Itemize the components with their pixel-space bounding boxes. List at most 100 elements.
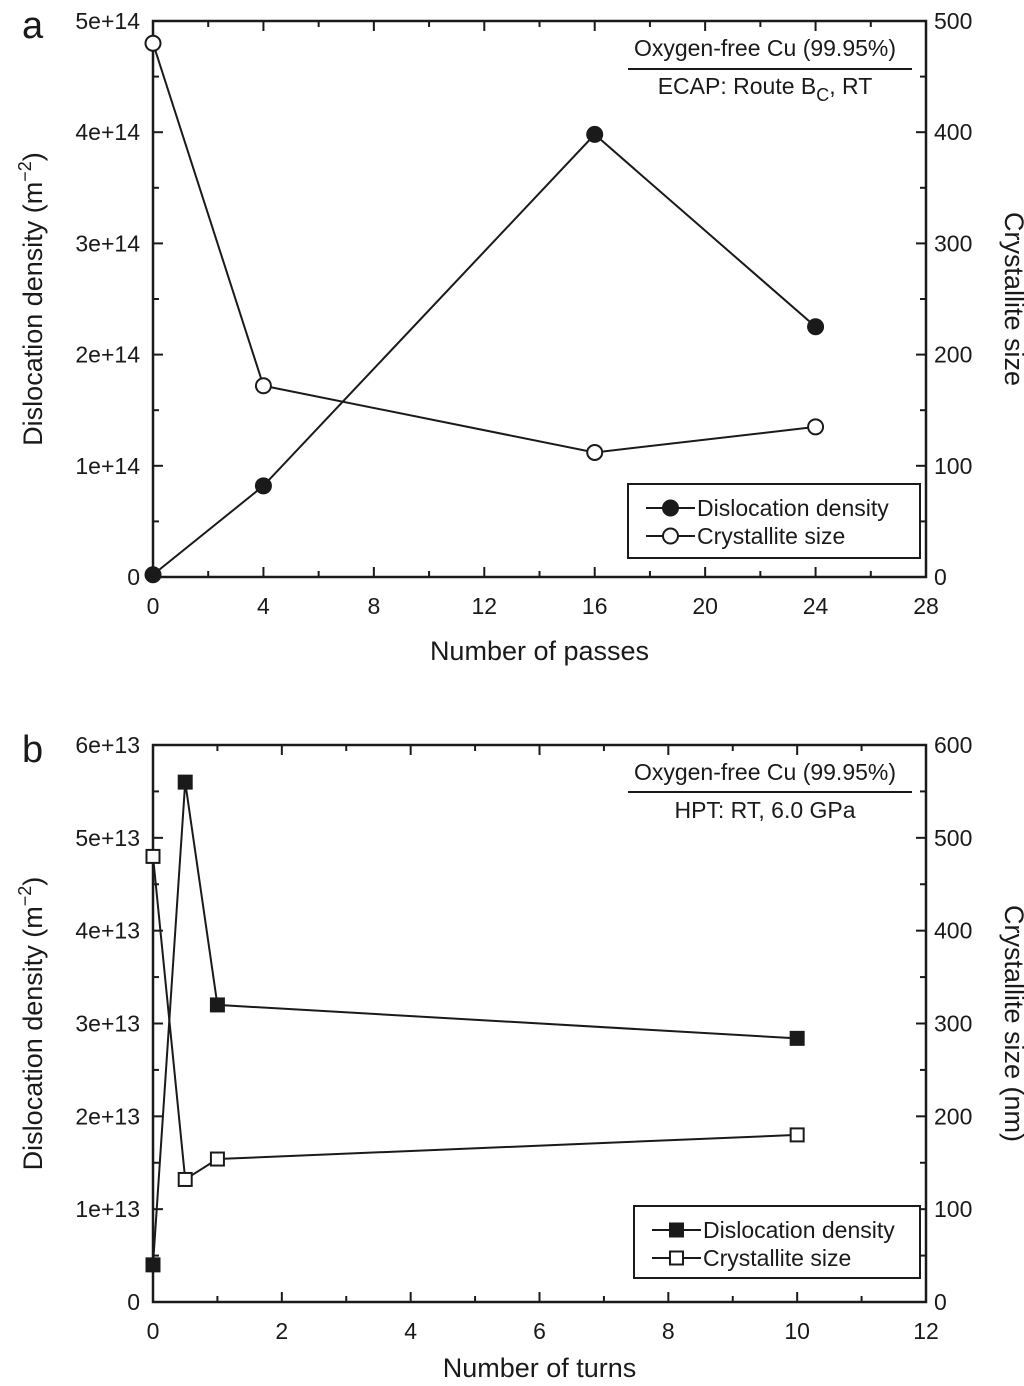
data-point: [177, 774, 193, 790]
series-dislocation-density: [145, 774, 805, 1273]
annotation-process-main: ECAP: Route B: [658, 73, 817, 99]
x-tick-label: 8: [662, 1318, 675, 1344]
data-point: [145, 1257, 161, 1273]
annotation-material: Oxygen-free Cu (99.95%): [634, 35, 896, 61]
y-left-axis-title-end: ): [18, 877, 48, 886]
y-right-tick-label: 200: [934, 1103, 972, 1129]
data-point: [807, 418, 825, 436]
y-left-axis-title-superscript: −2: [15, 161, 35, 182]
x-axis-title: Number of turns: [443, 1353, 637, 1383]
data-point: [254, 377, 272, 395]
y-left-tick-label: 3e+14: [75, 230, 140, 256]
series-dislocation-density: [144, 125, 825, 584]
y-right-tick-label: 400: [934, 918, 972, 944]
data-point: [254, 477, 272, 495]
y-right-tick-label: 100: [934, 453, 972, 479]
y-right-tick-label: 100: [934, 1196, 972, 1222]
y-left-axis-title-main: Dislocation density (m: [18, 182, 48, 446]
legend-marker-icon: [662, 527, 679, 545]
x-tick-label: 6: [533, 1318, 546, 1344]
y-right-tick-label: 300: [934, 230, 972, 256]
legend-marker-icon: [669, 1222, 684, 1238]
chart-panel-a: a 0 4 8 12 16 20 24 28 0 1e+14 2e+14 3e+14 4e+14 5e+14…: [15, 5, 1024, 666]
y-left-axis-title: Dislocation density (m−2): [15, 152, 48, 446]
x-tick-label: 0: [147, 1318, 160, 1344]
data-point: [586, 443, 604, 461]
chart-panel-b: b 0 2 4 6 8 10 12 0 1e+13 2e+13 3e+13 4e+13 5e+13 6e+1…: [15, 729, 1024, 1383]
legend-label: Crystallite size: [697, 523, 845, 549]
x-tick-label: 24: [803, 593, 829, 619]
y-right-tick-label: 400: [934, 119, 972, 145]
annotation-material: Oxygen-free Cu (99.95%): [634, 759, 896, 785]
y-left-tick-label: 5e+13: [75, 825, 140, 851]
y-right-tick-label: 200: [934, 342, 972, 368]
annotation-process: ECAP: Route BC, RT: [658, 73, 873, 105]
x-tick-label: 2: [275, 1318, 288, 1344]
y-right-tick-label: 0: [934, 1289, 947, 1315]
y-left-tick-label: 4e+13: [75, 918, 140, 944]
y-left-tick-label: 1e+13: [75, 1196, 140, 1222]
x-tick-label: 12: [471, 593, 497, 619]
y-left-tick-label: 4e+14: [75, 119, 140, 145]
data-point: [789, 1030, 805, 1046]
y-left-axis-title: Dislocation density (m−2): [15, 877, 48, 1171]
panel-label: b: [22, 729, 43, 771]
y-left-tick-label: 2e+14: [75, 342, 140, 368]
y-right-tick-label: 0: [934, 564, 947, 590]
data-point: [209, 1151, 225, 1167]
legend-box: [627, 483, 921, 559]
series-crystallite-size: [144, 34, 825, 461]
y-right-tick-label: 300: [934, 1011, 972, 1037]
data-point: [177, 1171, 193, 1187]
y-right-axis-title: Crystallite size (nm): [999, 905, 1024, 1142]
data-point: [144, 34, 162, 52]
y-left-tick-label: 5e+14: [75, 8, 140, 34]
data-point: [144, 566, 162, 584]
annotation-process: HPT: RT, 6.0 GPa: [674, 797, 855, 823]
data-point: [789, 1127, 805, 1143]
legend-marker-icon: [662, 499, 679, 517]
data-point: [145, 848, 161, 864]
panel-label: a: [22, 5, 44, 47]
legend-marker-icon: [669, 1250, 684, 1266]
data-point: [586, 125, 604, 143]
y-left-tick-label: 0: [127, 1289, 140, 1315]
series-line: [152, 781, 798, 1265]
x-tick-label: 4: [404, 1318, 417, 1344]
x-tick-label: 16: [582, 593, 608, 619]
legend-label: Dislocation density: [697, 495, 889, 521]
y-left-axis-title-superscript: −2: [15, 886, 35, 907]
legend-label: Crystallite size: [703, 1245, 851, 1271]
x-tick-label: 20: [692, 593, 718, 619]
y-left-axis-title-end: ): [18, 152, 48, 161]
series-crystallite-size: [145, 848, 805, 1187]
y-right-tick-label: 500: [934, 825, 972, 851]
series-line: [152, 856, 798, 1182]
y-left-tick-label: 1e+14: [75, 453, 140, 479]
legend-label: Dislocation density: [703, 1217, 895, 1243]
annotation-process-end: , RT: [829, 73, 872, 99]
x-tick-label: 0: [147, 593, 160, 619]
data-point: [209, 997, 225, 1013]
data-point: [807, 318, 825, 336]
y-left-tick-label: 6e+13: [75, 732, 140, 758]
y-left-tick-label: 3e+13: [75, 1011, 140, 1037]
y-right-tick-label: 500: [934, 8, 972, 34]
y-right-tick-label: 600: [934, 732, 972, 758]
x-tick-label: 4: [257, 593, 270, 619]
legend-box: [633, 1205, 921, 1279]
x-tick-label: 10: [784, 1318, 810, 1344]
annotation-process-main: HPT: RT, 6.0 GPa: [674, 797, 855, 823]
x-tick-label: 28: [913, 593, 939, 619]
y-left-tick-label: 2e+13: [75, 1103, 140, 1129]
y-right-axis-title: Crystallite size: [999, 212, 1024, 386]
y-left-tick-label: 0: [127, 564, 140, 590]
series-line: [152, 133, 817, 576]
x-tick-label: 12: [913, 1318, 939, 1344]
x-axis-title: Number of passes: [430, 636, 649, 666]
x-tick-label: 8: [367, 593, 380, 619]
annotation-process-subscript: C: [816, 85, 829, 105]
